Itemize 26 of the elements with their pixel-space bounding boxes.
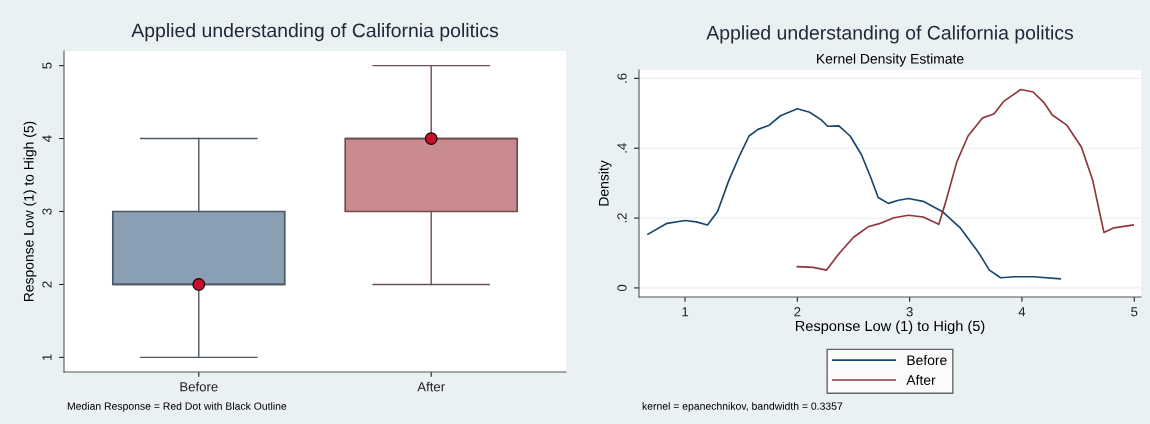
y-tick-label: 4	[42, 135, 52, 142]
y-tick-label: .2	[617, 213, 627, 223]
x-tick-label: 1	[682, 307, 689, 317]
y-tick-label: .6	[617, 73, 627, 83]
y-tick-label: .4	[617, 143, 627, 153]
line-series	[647, 107, 1061, 280]
legend-label: Before	[907, 354, 947, 366]
text: kernel = epanechnikov, bandwidth = 0.3357	[642, 402, 843, 412]
line-series	[796, 88, 1134, 271]
y-axis-title: Response Low (1) to High (5)	[23, 121, 37, 302]
y-axis-title: Density	[598, 160, 612, 206]
legend-label: After	[906, 374, 936, 385]
x-tick-label: 4	[1018, 307, 1026, 317]
chart-subtitle: Kernel Density Estimate	[817, 53, 964, 67]
y-tick-label: 0	[617, 284, 627, 292]
y-tick-label: 2	[42, 281, 52, 288]
y-tick-label: 5	[42, 62, 52, 69]
text: Median Response = Red Dot with Black Outline	[67, 402, 287, 412]
x-tick-label: 2	[794, 307, 801, 317]
x-axis-title: Response Low (1) to High (5)	[795, 320, 985, 335]
x-tick-label: 5	[1131, 307, 1138, 317]
y-tick-label: 3	[42, 208, 52, 215]
y-tick-label: 1	[42, 354, 52, 361]
x-tick-label: 3	[906, 307, 913, 317]
chart-title: Applied understanding of California politics	[131, 23, 499, 42]
chart-title: Applied understanding of California politics	[706, 25, 1074, 44]
